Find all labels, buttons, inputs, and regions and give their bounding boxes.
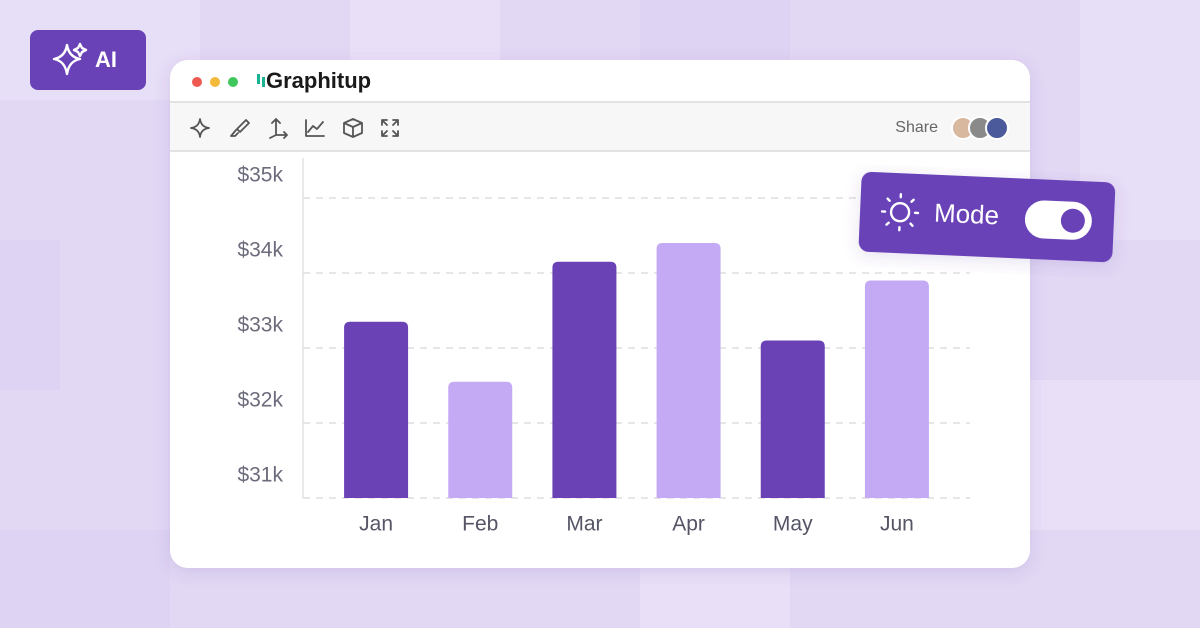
x-tick-label: Jun — [880, 513, 914, 536]
y-tick-label: $32k — [237, 389, 283, 412]
x-tick-label: Apr — [672, 513, 705, 536]
tool-3d[interactable] — [343, 118, 363, 138]
tool-ai[interactable] — [190, 118, 210, 138]
maximize-dot[interactable] — [228, 77, 238, 87]
toolbar-icons — [190, 118, 399, 139]
x-tick-label: Mar — [566, 513, 602, 536]
y-tick-label: $34k — [237, 239, 283, 262]
app-window: Graphitup Share $31k $32k $33k $34k $35k Jan F… — [170, 60, 1030, 568]
sparkle-icon — [52, 42, 88, 76]
bar — [344, 321, 409, 498]
x-tick-label: Feb — [462, 513, 498, 536]
badge-bg — [30, 30, 146, 90]
sun-icon — [880, 193, 920, 232]
tool-brush[interactable] — [230, 119, 250, 137]
bar — [448, 381, 513, 498]
toggle-knob — [1060, 208, 1085, 233]
mode-label: Mode — [933, 198, 999, 231]
mode-panel: Mode — [858, 171, 1116, 263]
y-tick-label: $35k — [237, 164, 283, 187]
bar — [760, 340, 825, 498]
ai-badge[interactable]: AI — [30, 30, 146, 90]
brand: Graphitup — [266, 68, 371, 93]
close-dot[interactable] — [192, 77, 202, 87]
y-tick-label: $33k — [237, 314, 283, 337]
bar — [656, 243, 721, 498]
tool-axes[interactable] — [269, 118, 288, 139]
bar — [864, 280, 929, 498]
x-tick-label: May — [773, 513, 813, 536]
badge-label: AI — [95, 47, 117, 72]
minimize-dot[interactable] — [210, 77, 220, 87]
mode-bg — [858, 171, 1116, 263]
logo-icon — [257, 74, 265, 87]
plot: $31k $32k $33k $34k $35k Jan Feb Mar Apr May Jun — [237, 164, 970, 536]
bar — [552, 261, 617, 498]
y-tick-label: $31k — [237, 464, 283, 487]
tool-line[interactable] — [305, 119, 325, 137]
tool-expand[interactable] — [381, 119, 399, 137]
avatar[interactable] — [985, 116, 1009, 140]
share-button[interactable]: Share — [895, 119, 938, 136]
x-tick-label: Jan — [359, 513, 393, 536]
